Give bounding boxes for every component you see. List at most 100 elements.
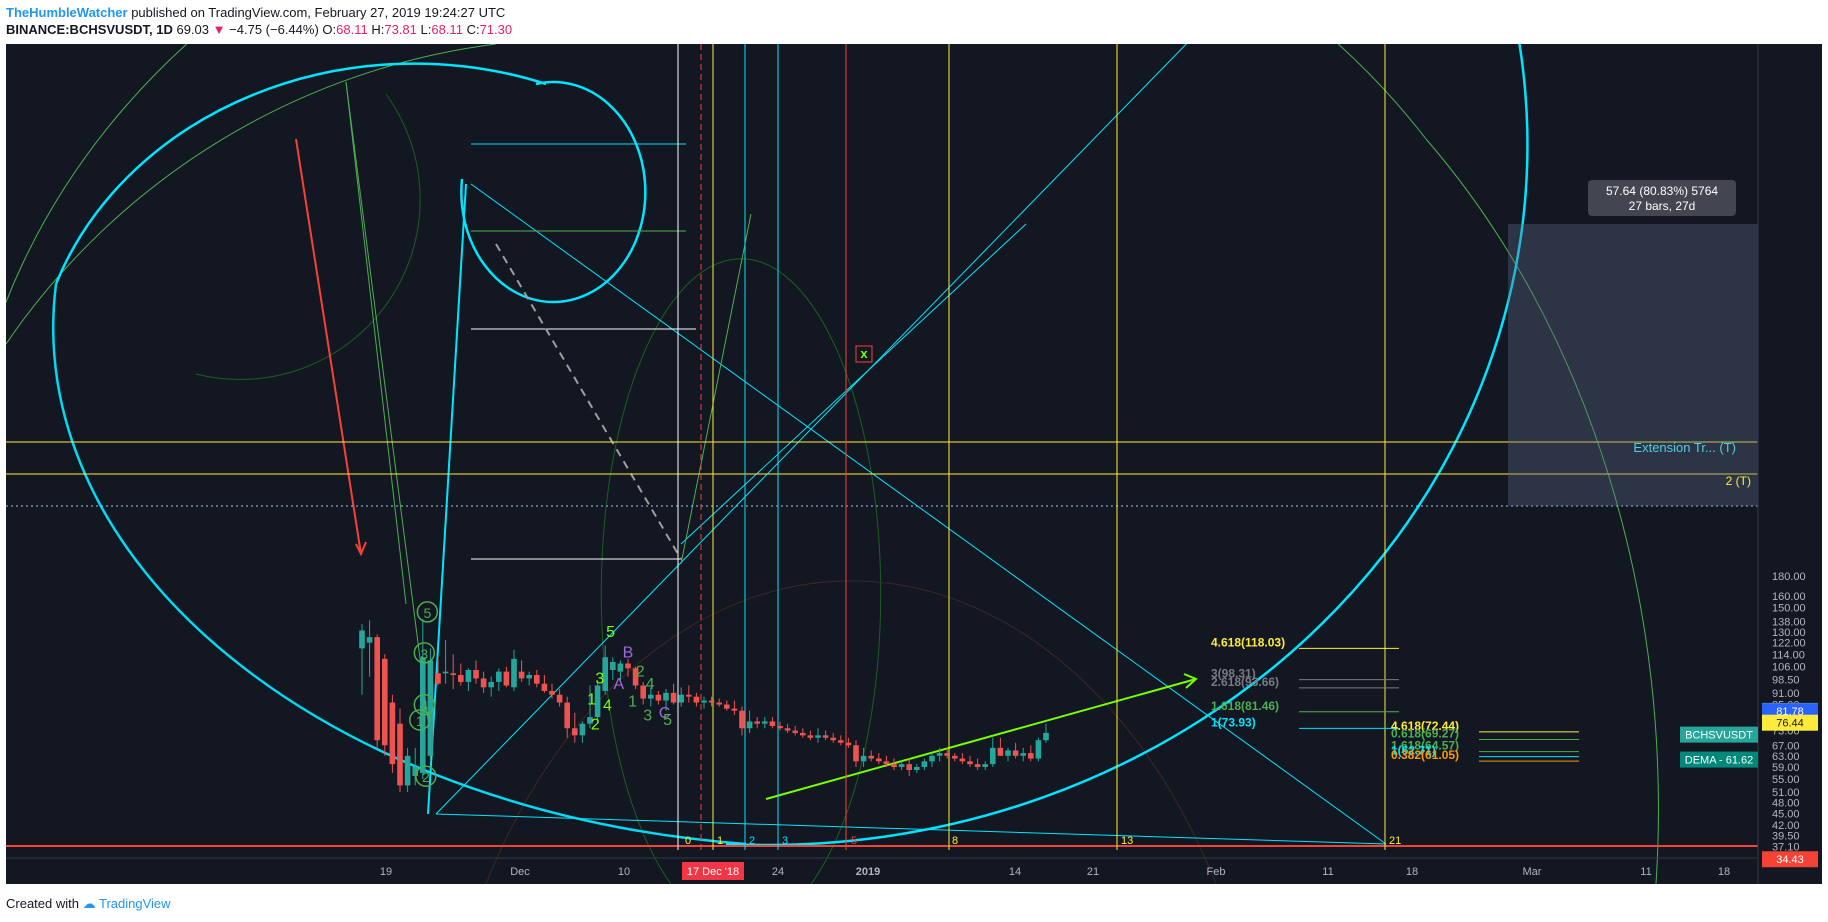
candle[interactable] xyxy=(397,708,403,792)
candle[interactable] xyxy=(777,721,783,731)
candle[interactable] xyxy=(769,717,776,729)
candle[interactable] xyxy=(754,717,760,729)
candle[interactable] xyxy=(929,753,935,768)
candle[interactable] xyxy=(632,666,639,690)
candle[interactable] xyxy=(663,689,669,711)
candle[interactable] xyxy=(442,639,449,684)
candle[interactable] xyxy=(625,658,631,677)
candle[interactable] xyxy=(587,685,593,729)
author-link[interactable]: TheHumbleWatcher xyxy=(6,5,128,20)
candle[interactable] xyxy=(845,737,852,748)
candle[interactable] xyxy=(458,663,464,686)
candle[interactable] xyxy=(830,732,836,743)
candle[interactable] xyxy=(997,737,1004,756)
candle[interactable] xyxy=(389,694,396,773)
candle[interactable] xyxy=(982,761,988,770)
candle[interactable] xyxy=(374,634,380,748)
candle[interactable] xyxy=(602,645,608,695)
candle[interactable] xyxy=(564,696,570,738)
candle[interactable] xyxy=(838,735,844,746)
candle[interactable] xyxy=(534,669,540,688)
candle[interactable] xyxy=(427,648,434,762)
candle[interactable] xyxy=(435,657,441,686)
candle[interactable] xyxy=(792,725,798,736)
candle[interactable] xyxy=(959,753,966,765)
candle[interactable] xyxy=(556,689,563,707)
candle[interactable] xyxy=(876,753,882,765)
candle[interactable] xyxy=(883,755,890,768)
candle-body xyxy=(914,767,920,770)
symbol-name[interactable]: BINANCE:BCHSVUSDT, 1D xyxy=(6,22,173,37)
candle[interactable] xyxy=(473,660,479,684)
candle-body xyxy=(868,755,874,759)
candle[interactable] xyxy=(594,680,601,724)
candle[interactable] xyxy=(366,620,373,677)
candle[interactable] xyxy=(1005,747,1011,762)
candle[interactable] xyxy=(936,747,943,762)
candle[interactable] xyxy=(1028,745,1034,762)
candle[interactable] xyxy=(822,730,829,741)
candle[interactable] xyxy=(944,747,950,759)
candle[interactable] xyxy=(1020,747,1026,762)
candle[interactable] xyxy=(731,700,738,715)
candle[interactable] xyxy=(891,758,897,770)
candle[interactable] xyxy=(572,712,578,743)
candle[interactable] xyxy=(800,728,806,738)
candle[interactable] xyxy=(670,683,677,705)
candle[interactable] xyxy=(716,698,722,707)
candle[interactable] xyxy=(549,683,555,699)
candle-body xyxy=(974,764,981,768)
measure-box[interactable] xyxy=(1508,224,1758,506)
candle[interactable] xyxy=(450,654,456,690)
candle[interactable] xyxy=(1012,742,1019,759)
candle[interactable] xyxy=(898,761,905,770)
candle[interactable] xyxy=(678,687,684,707)
candle[interactable] xyxy=(579,721,586,743)
candle[interactable] xyxy=(952,753,958,762)
candle[interactable] xyxy=(465,668,472,691)
candle[interactable] xyxy=(617,660,624,681)
candle[interactable] xyxy=(967,755,973,768)
candle[interactable] xyxy=(724,700,730,711)
candle[interactable] xyxy=(784,723,791,733)
candle-body xyxy=(389,702,396,765)
candle[interactable] xyxy=(762,717,768,729)
chart-area[interactable] xyxy=(6,44,1822,884)
candle[interactable] xyxy=(807,730,814,741)
candle[interactable] xyxy=(974,758,981,770)
candle[interactable] xyxy=(511,649,517,691)
candle[interactable] xyxy=(541,675,548,693)
tradingview-brand[interactable]: TradingView xyxy=(99,896,171,911)
candle[interactable] xyxy=(815,728,821,743)
candle[interactable] xyxy=(868,750,874,762)
candle[interactable] xyxy=(906,758,912,776)
candle[interactable] xyxy=(746,710,753,733)
candle[interactable] xyxy=(526,671,532,686)
candle[interactable] xyxy=(1043,723,1049,743)
candle[interactable] xyxy=(496,668,502,691)
candle[interactable] xyxy=(990,737,996,768)
candle[interactable] xyxy=(655,690,662,705)
candle[interactable] xyxy=(480,671,487,693)
candle[interactable] xyxy=(686,685,692,703)
candle[interactable] xyxy=(404,747,411,792)
candle[interactable] xyxy=(701,696,707,709)
candle[interactable] xyxy=(359,624,365,695)
candle[interactable] xyxy=(412,747,418,786)
candle[interactable] xyxy=(853,740,859,768)
candle[interactable] xyxy=(1035,737,1042,762)
candle[interactable] xyxy=(640,681,646,705)
candle[interactable] xyxy=(503,666,510,688)
candle[interactable] xyxy=(610,657,616,681)
candle[interactable] xyxy=(860,747,867,768)
candle[interactable] xyxy=(914,764,920,773)
candle[interactable] xyxy=(382,654,388,756)
candle[interactable] xyxy=(518,660,525,682)
candle[interactable] xyxy=(921,758,928,770)
candle[interactable] xyxy=(708,696,715,707)
candle[interactable] xyxy=(693,692,700,707)
candle[interactable] xyxy=(488,676,494,697)
candle[interactable] xyxy=(739,706,745,736)
candle[interactable] xyxy=(648,687,654,707)
